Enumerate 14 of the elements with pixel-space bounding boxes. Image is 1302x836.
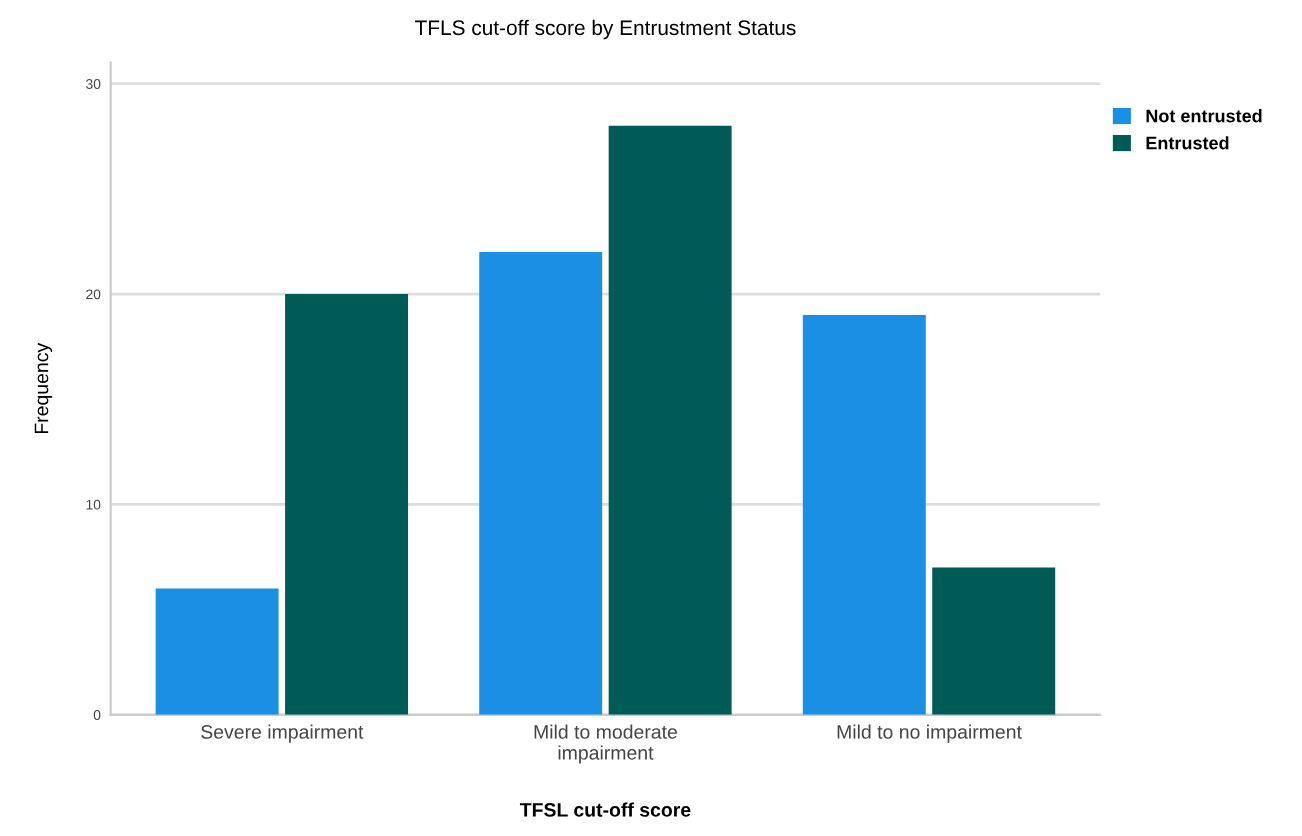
- x-axis-title: TFSL cut-off score: [519, 802, 691, 817]
- bar: [932, 567, 1056, 715]
- bar: [802, 315, 926, 715]
- bar: [155, 588, 279, 715]
- bar: [608, 125, 732, 715]
- x-tick-label: Mild to moderate impairment: [534, 724, 677, 764]
- chart-title: TFLS cut-off score by Entrustment Status: [415, 19, 796, 40]
- y-axis-title: Frequency: [34, 342, 53, 434]
- legend-label: Not entrusted: [1146, 109, 1262, 123]
- x-tick-label: Mild to no impairment: [837, 724, 1022, 743]
- legend-label: Entrusted: [1146, 136, 1229, 150]
- bar: [285, 294, 409, 715]
- bar: [479, 252, 603, 715]
- x-tick-label: Severe impairment: [201, 724, 364, 743]
